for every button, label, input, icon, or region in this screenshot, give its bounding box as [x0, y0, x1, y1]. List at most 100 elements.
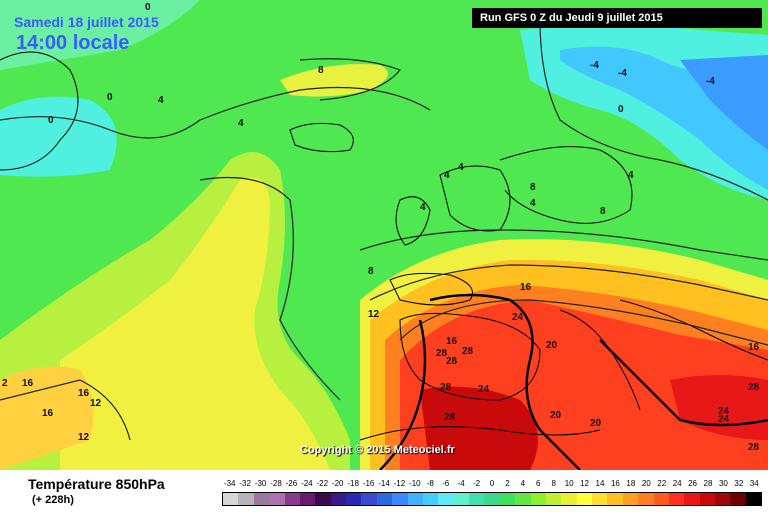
scale-value-label: -34: [223, 479, 236, 488]
contour-label: 28: [748, 442, 760, 453]
contour-label: 24: [478, 384, 490, 395]
contour-label: 28: [444, 412, 456, 423]
coldest-zone-russia: [680, 55, 768, 150]
contour-label: 20: [550, 410, 562, 421]
contour-label: 0: [48, 115, 54, 126]
scale-cell: [361, 493, 377, 505]
scale-cell: [469, 493, 485, 505]
contour-label: 28: [462, 346, 474, 357]
scale-value-label: 28: [703, 479, 713, 488]
scale-cell: [422, 493, 439, 505]
contour-label: 16: [520, 282, 532, 293]
contour-label: -4: [706, 76, 715, 87]
scale-cell: [484, 493, 500, 505]
contour-label: 24: [512, 312, 524, 323]
scale-cell: [315, 493, 331, 505]
scale-value-label: -22: [316, 479, 329, 488]
contour-label: 16: [78, 388, 90, 399]
scale-cell: [253, 493, 270, 505]
scale-value-label: 2: [505, 479, 510, 488]
scale-value-label: 26: [688, 479, 698, 488]
scale-cell: [499, 493, 516, 505]
contour-label: 16: [748, 342, 760, 353]
scale-cell: [453, 493, 469, 505]
scale-value-label: 18: [626, 479, 636, 488]
scale-cell: [653, 493, 669, 505]
contour-label: 4: [530, 198, 536, 209]
warm-patch-sw: [0, 366, 94, 470]
contour-label: 12: [78, 432, 90, 443]
scale-cell: [438, 493, 454, 505]
legend-subtitle: (+ 228h): [32, 494, 74, 506]
scale-cell: [668, 493, 685, 505]
scale-value-label: -8: [426, 479, 434, 488]
scale-value-label: 12: [580, 479, 590, 488]
scale-cell: [376, 493, 393, 505]
isotherms: [0, 19, 768, 441]
scale-value-label: 32: [734, 479, 744, 488]
scale-value-label: -6: [442, 479, 450, 488]
scale-cell: [592, 493, 608, 505]
contour-label: 2: [2, 378, 8, 389]
scale-value-label: -18: [347, 479, 359, 488]
scale-value-label: -12: [393, 479, 406, 488]
color-scale-bar: [222, 492, 762, 506]
scale-cell: [715, 493, 731, 505]
scale-cell: [561, 493, 577, 505]
scale-value-label: -16: [362, 479, 375, 488]
scale-cell: [269, 493, 285, 505]
scale-value-label: -28: [270, 479, 282, 488]
map-canvas: [0, 0, 768, 470]
contour-label: 4: [628, 170, 634, 181]
scale-value-label: -24: [301, 479, 313, 488]
scale-value-label: -30: [254, 479, 267, 488]
legend-title: Température 850hPa: [28, 476, 165, 492]
scale-cell: [330, 493, 346, 505]
scale-value-label: 10: [564, 479, 574, 488]
scale-cell: [622, 493, 639, 505]
scale-cell: [238, 493, 254, 505]
scale-value-label: 34: [749, 479, 759, 488]
scale-cell: [299, 493, 316, 505]
cool-zone-arctic: [0, 0, 200, 70]
contour-label: 24: [718, 406, 730, 417]
scale-value-label: -2: [473, 479, 481, 488]
scale-cell: [607, 493, 623, 505]
scale-cell: [346, 493, 362, 505]
contour-label: 12: [90, 398, 102, 409]
contour-label: 16: [446, 336, 458, 347]
contour-label: 20: [546, 340, 558, 351]
scale-cell: [407, 493, 423, 505]
model-run-label: Run GFS 0 Z du Jeudi 9 juillet 2015: [472, 8, 762, 28]
contour-label: 16: [22, 378, 34, 389]
contour-label: 28: [436, 348, 448, 359]
scale-cell: [576, 493, 592, 505]
scale-value-label: 8: [551, 479, 556, 488]
forecast-date: Samedi 18 juillet 2015: [14, 14, 159, 30]
scale-cell: [684, 493, 700, 505]
warmer-tongue-atlantic: [60, 177, 330, 470]
scale-cell: [699, 493, 715, 505]
scale-value-label: 14: [595, 479, 605, 488]
scale-value-label: 24: [672, 479, 682, 488]
scale-value-label: -10: [409, 479, 421, 488]
scale-cell: [545, 493, 562, 505]
contour-label: 4: [420, 202, 426, 213]
contour-label: 0: [145, 2, 151, 13]
scale-value-label: -32: [239, 479, 251, 488]
scale-value-label: -20: [331, 479, 344, 488]
contour-label: -4: [618, 68, 627, 79]
contour-label: 0: [618, 104, 624, 115]
contour-label: 0: [107, 92, 113, 103]
contour-label: 4: [158, 95, 164, 106]
cold-zone-greenland: [0, 96, 117, 177]
heavy-isotherms: [379, 293, 768, 470]
scale-cell: [392, 493, 408, 505]
contour-label: 4: [444, 170, 450, 181]
scale-value-label: 4: [520, 479, 526, 488]
color-scale-labels: -34 -32 -30 -28 -26 -24 -22 -20 -18 -16 -14 -12 -10-…: [222, 479, 762, 491]
contour-label: 20: [590, 418, 602, 429]
scale-cell: [745, 493, 762, 505]
scale-value-label: 30: [718, 479, 728, 488]
scale-value-label: -14: [378, 479, 390, 488]
